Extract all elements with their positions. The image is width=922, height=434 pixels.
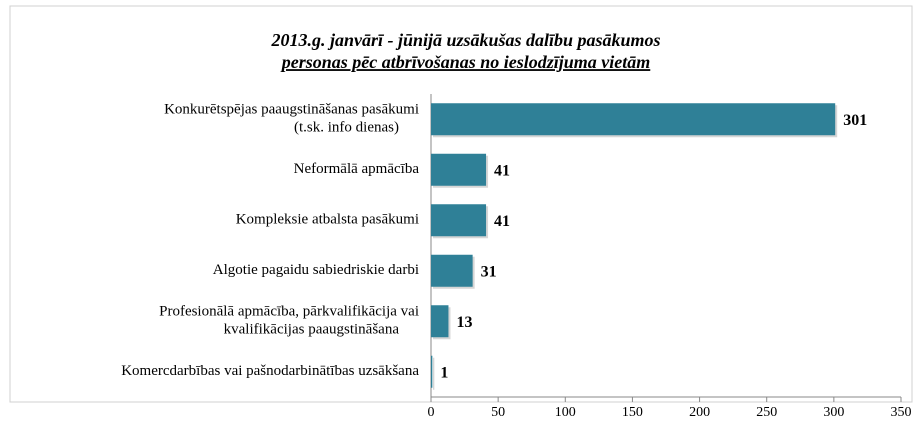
value-label: 301 [843,112,867,129]
chart-subtitle: personas pēc atbrīvošanas no ieslodzījum… [280,52,651,72]
value-label: 41 [494,162,510,179]
chart-title: 2013.g. janvārī - jūnijā uzsākušas dalīb… [270,30,660,50]
y-tick-label: Neformālā apmācība [294,161,420,177]
bar [431,254,473,287]
bar [431,305,449,338]
value-label: 13 [456,314,472,331]
x-tick-label: 350 [891,405,912,420]
x-tick-label: 250 [756,405,777,420]
y-tick-label: Algotie pagaidu sabiedriskie darbi [213,262,419,278]
x-tick-label: 150 [622,405,643,420]
x-tick-label: 0 [428,405,435,420]
bar [431,103,836,136]
bar [431,153,487,186]
x-tick-label: 100 [555,405,576,420]
value-label: 41 [494,213,510,230]
x-tick-label: 200 [689,405,710,420]
y-tick-label: Kompleksie atbalsta pasākumi [236,212,419,228]
y-tick-label: Komercdarbības vai pašnodarbinātības uzs… [121,363,419,379]
value-label: 1 [440,364,448,381]
x-tick-label: 300 [823,405,844,420]
bar [431,355,433,388]
y-tick-label: Profesionālā apmācība, pārkvalifikācija … [159,304,419,338]
bar [431,204,487,237]
x-tick-label: 50 [491,405,505,420]
value-label: 31 [481,263,497,280]
bar-shadow [433,357,435,390]
y-tick-label: Konkurētspējas paaugstināšanas pasākumi(… [164,102,419,136]
chart-border [9,5,913,403]
